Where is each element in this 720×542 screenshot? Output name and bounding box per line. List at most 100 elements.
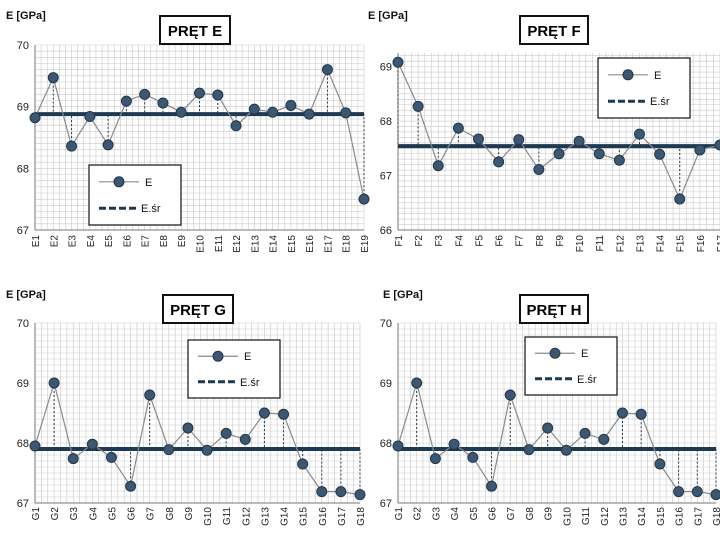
x-tick-label: G6 — [488, 507, 499, 521]
data-point — [579, 427, 591, 439]
x-tick-label: E9 — [177, 235, 188, 248]
data-point — [86, 438, 98, 450]
legend-marker-e — [549, 347, 561, 359]
y-tick-label: 70 — [17, 318, 29, 330]
data-point — [533, 164, 545, 176]
grid — [34, 44, 365, 231]
data-point — [354, 489, 366, 501]
x-tick-label: G2 — [50, 507, 61, 521]
x-tick-label: G5 — [469, 507, 480, 521]
data-point — [248, 103, 260, 115]
data-point — [239, 433, 251, 445]
x-tick-label: F17 — [716, 235, 720, 253]
y-axis-label: E [GPa] — [6, 10, 46, 22]
x-tick-label: F16 — [696, 235, 707, 253]
data-point — [513, 134, 525, 146]
y-tick-label: 69 — [17, 378, 29, 390]
legend: E E.śr — [524, 336, 618, 396]
data-point — [316, 486, 328, 498]
legend: E E.śr — [597, 57, 691, 119]
legend-label-mean: E.śr — [650, 96, 670, 108]
x-tick-label: G4 — [88, 507, 99, 521]
y-tick-label: 67 — [17, 498, 29, 510]
x-tick-label: F3 — [434, 235, 445, 247]
data-point — [29, 440, 41, 452]
data-point — [120, 95, 132, 107]
data-point — [613, 154, 625, 166]
x-tick-label: G11 — [222, 507, 233, 526]
legend-marker-e — [113, 176, 125, 188]
x-tick-label: G10 — [562, 507, 573, 526]
x-tick-label: E8 — [159, 235, 170, 248]
data-point — [429, 453, 441, 465]
data-point — [278, 408, 290, 420]
x-tick-label: G8 — [165, 507, 176, 521]
data-point — [220, 427, 232, 439]
y-tick-label: 67 — [380, 498, 392, 510]
legend-box — [88, 164, 182, 226]
data-point — [125, 480, 137, 492]
legend-marker-e — [622, 69, 634, 81]
x-tick-label: G13 — [618, 507, 629, 526]
data-point — [29, 112, 41, 124]
data-point — [84, 111, 96, 123]
x-tick-label: F12 — [615, 235, 626, 253]
data-point — [163, 444, 175, 456]
data-point — [157, 97, 169, 109]
legend-label-e: E — [244, 351, 251, 363]
x-tick-label: G18 — [356, 507, 367, 526]
data-point — [523, 444, 535, 456]
x-tick-label: G3 — [69, 507, 80, 521]
y-axis-label: E [GPa] — [383, 289, 423, 301]
x-tick-label: G7 — [506, 507, 517, 521]
x-tick-label: G16 — [318, 507, 329, 526]
x-tick-label: E16 — [305, 235, 316, 253]
data-point — [412, 100, 424, 112]
data-point — [633, 128, 645, 140]
title-box — [162, 294, 234, 324]
chart-2: 66 67 68 69 E [GPa] F1 F2 F3 F4 F5 F6 F7 F8 F9 F10 F11 F… — [368, 10, 720, 252]
data-point — [144, 389, 156, 401]
series-line-e — [397, 380, 717, 496]
data-point — [432, 160, 444, 172]
data-point — [193, 87, 205, 99]
y-tick-label: 67 — [380, 171, 392, 183]
data-point — [102, 139, 114, 151]
chart-4: 67 68 69 70 E [GPa] G1 G2 G3 G4 G5 G6 G7 G8 G9 G10 G11 G… — [380, 289, 720, 526]
y-tick-label: 70 — [17, 40, 29, 52]
title-box — [519, 15, 589, 45]
x-tick-label: G15 — [656, 507, 667, 526]
data-point — [335, 486, 347, 498]
y-tick-label: 68 — [17, 438, 29, 450]
x-tick-label: G5 — [107, 507, 118, 521]
data-point — [654, 458, 666, 470]
y-tick-label: 70 — [380, 318, 392, 330]
y-tick-label: 69 — [380, 378, 392, 390]
data-point — [340, 107, 352, 119]
x-tick-label: F6 — [495, 235, 506, 247]
data-point — [593, 148, 605, 160]
data-point — [674, 193, 686, 205]
x-tick-label: E17 — [323, 235, 334, 253]
legend: E E.śr — [187, 339, 281, 399]
chart-3: 67 68 69 70 E [GPa] G1 G2 G3 G4 G5 G6 G7 G8 G9 G10 G11 G… — [6, 289, 367, 526]
legend-label-mean: E.śr — [141, 203, 161, 215]
data-point — [258, 407, 270, 419]
x-tick-label: E10 — [195, 235, 206, 253]
x-tick-label: E1 — [31, 235, 42, 248]
data-point — [358, 193, 370, 205]
x-tick-label: G7 — [146, 507, 157, 521]
data-point — [486, 480, 498, 492]
chart-title: PRĘT G — [170, 302, 226, 319]
legend-label-e: E — [654, 70, 661, 82]
data-point — [67, 453, 79, 465]
chart-title: PRĘT E — [168, 23, 222, 40]
data-point — [212, 89, 224, 101]
x-tick-label: G17 — [693, 507, 704, 526]
data-point — [467, 451, 479, 463]
x-tick-label: G10 — [203, 507, 214, 526]
x-tick-label: E4 — [86, 235, 97, 248]
data-point — [175, 106, 187, 118]
data-point — [691, 486, 703, 498]
x-tick-label: E11 — [214, 235, 225, 252]
